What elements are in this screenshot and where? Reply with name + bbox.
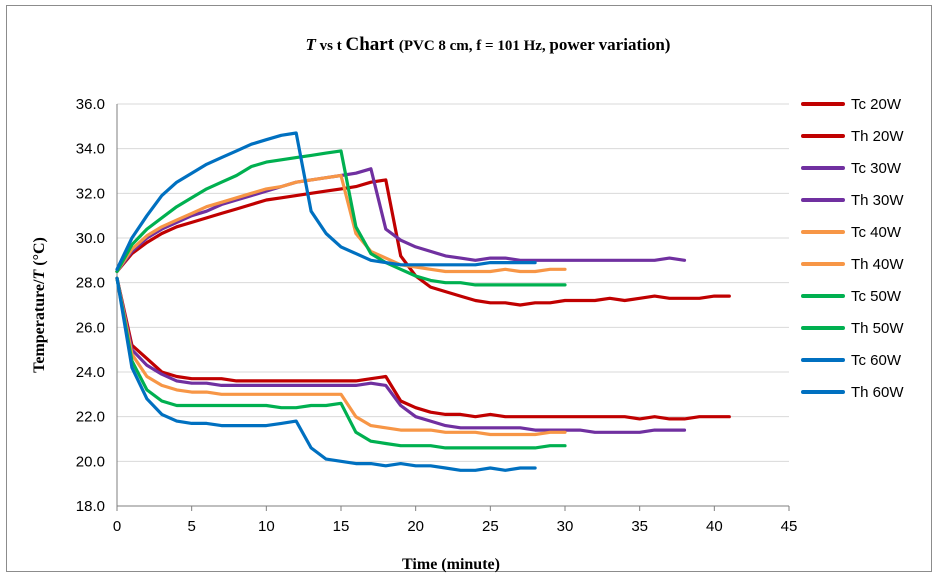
series-line-tc-30w	[115, 276, 687, 434]
y-tick-label: 26.0	[76, 319, 105, 336]
gridlines	[117, 103, 789, 462]
ylabel-main: Temperature/	[31, 279, 48, 373]
chart-frame	[6, 5, 932, 572]
legend-label: Th 30W	[851, 192, 904, 209]
series-line-th-60w	[115, 131, 537, 271]
legend-label: Th 40W	[851, 256, 904, 273]
x-axis-label: Time (minute)	[402, 556, 500, 573]
x-tick-label: 0	[113, 518, 121, 535]
legend-label: Tc 20W	[851, 96, 902, 113]
legend-label: Th 60W	[851, 384, 904, 401]
title-power: power variation)	[549, 35, 670, 54]
y-tick-label: 20.0	[76, 453, 105, 470]
ylabel-unit: (°C)	[31, 237, 48, 270]
x-tick-label: 30	[557, 518, 574, 535]
axes	[116, 104, 790, 511]
series-layer	[115, 131, 731, 472]
y-tick-label: 30.0	[76, 230, 105, 247]
title-params: (PVC 8 cm, f = 101 Hz,	[399, 38, 550, 54]
y-tick-labels: 18.0 20.0 22.0 24.0 26.0 28.0 30.0 32.0 34.0 36.0	[76, 96, 105, 515]
title-vs: vs t	[316, 38, 346, 54]
legend-label: Tc 40W	[851, 224, 902, 241]
chart-title: T vs t Chart (PVC 8 cm, f = 101 Hz, powe…	[306, 34, 671, 55]
title-chart-word: Chart	[346, 34, 399, 55]
legend-label: Tc 30W	[851, 160, 902, 177]
y-tick-label: 18.0	[76, 498, 105, 515]
legend-label: Tc 50W	[851, 288, 902, 305]
ylabel-t-symbol: T	[31, 269, 48, 280]
series-line-tc-60w	[115, 276, 537, 472]
x-tick-label: 45	[781, 518, 798, 535]
x-tick-label: 25	[482, 518, 499, 535]
series-line-th-20w	[115, 178, 731, 307]
y-axis-label: Temperature/T (°C)	[31, 237, 48, 373]
y-tick-label: 28.0	[76, 275, 105, 292]
x-tick-label: 20	[407, 518, 424, 535]
x-tick-label: 5	[187, 518, 195, 535]
series-line-tc-40w	[115, 276, 567, 437]
y-tick-label: 22.0	[76, 409, 105, 426]
x-tick-labels: 0 5 10 15 20 25 30 35 40 45	[113, 518, 798, 535]
series-line-th-50w	[115, 149, 567, 287]
x-tick-label: 40	[706, 518, 723, 535]
series-line-th-40w	[115, 173, 567, 274]
series-line-th-30w	[115, 167, 687, 274]
y-tick-label: 24.0	[76, 364, 105, 381]
x-tick-label: 10	[258, 518, 275, 535]
legend-label: Th 50W	[851, 320, 904, 337]
legend: Tc 20W Th 20W Tc 30W Th 30W Tc 40W Th 40W Tc 5…	[801, 96, 904, 401]
x-tick-label: 35	[631, 518, 648, 535]
x-tick-label: 15	[333, 518, 350, 535]
legend-label: Tc 60W	[851, 352, 902, 369]
series-line-tc-20w	[115, 276, 731, 421]
legend-label: Th 20W	[851, 128, 904, 145]
y-tick-label: 36.0	[76, 96, 105, 113]
y-tick-label: 32.0	[76, 185, 105, 202]
title-t-symbol: T	[306, 35, 317, 54]
y-tick-label: 34.0	[76, 141, 105, 158]
series-line-tc-50w	[115, 276, 567, 450]
